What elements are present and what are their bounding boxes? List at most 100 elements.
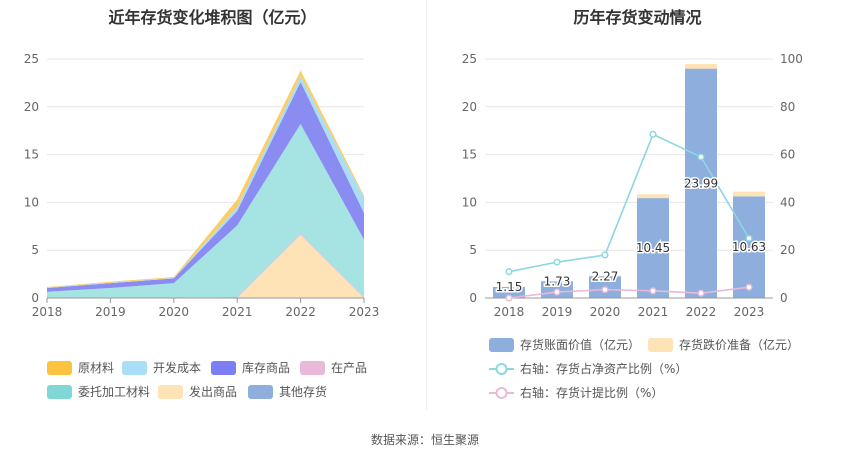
line-provision-ratio — [508, 286, 750, 299]
x-tick-label: 2023 — [349, 305, 380, 319]
line-point — [697, 153, 705, 161]
legend-label: 原材料 — [78, 361, 115, 375]
bar-impairment — [685, 63, 717, 69]
legend-symbol — [489, 362, 514, 375]
data-source: 数据来源：恒生聚源 — [370, 433, 479, 447]
legend-item[interactable]: 右轴：存货占净资产比例（%） — [489, 360, 687, 377]
y-tick-label: 5 — [31, 243, 39, 257]
bar-book-value — [493, 287, 525, 298]
x-tick-label: 2019 — [542, 305, 573, 319]
x-tick-label: 2023 — [734, 305, 765, 319]
line-point — [601, 286, 609, 294]
x-tick-label: 2020 — [159, 305, 190, 319]
area-库存商品 — [47, 81, 364, 292]
y2-tick-label: 20 — [780, 243, 795, 257]
y2-tick-label: 0 — [780, 291, 788, 305]
x-tick-label: 2018 — [494, 305, 525, 319]
y-tick-label: 0 — [469, 291, 477, 305]
legend-label: 库存商品 — [242, 361, 291, 375]
y-tick-label: 20 — [462, 100, 477, 114]
legend-label: 存货账面价值（亿元） — [520, 338, 641, 352]
y2-tick-label: 40 — [780, 195, 795, 209]
left-legend: 原材料 开发成本 库存商品 在产品委托加工材料 发出商品 其他存货 — [0, 0, 426, 410]
y2-tick-label: 60 — [780, 148, 795, 162]
line-point — [505, 294, 513, 302]
legend-swatch — [248, 384, 273, 399]
legend-label: 右轴：存货占净资产比例（%） — [520, 362, 688, 376]
line-point — [553, 258, 561, 266]
legend-label: 存货跌价准备（亿元） — [679, 338, 800, 352]
line-point — [649, 130, 657, 138]
line-point — [601, 251, 609, 259]
y-tick-label: 10 — [462, 195, 477, 209]
legend-item[interactable]: 库存商品 — [211, 359, 290, 376]
legend-item[interactable]: 发出商品 — [158, 383, 237, 400]
line-point — [697, 289, 705, 297]
x-tick-label: 2020 — [590, 305, 621, 319]
legend-item[interactable]: 在产品 — [300, 359, 367, 376]
area-在产品 — [47, 233, 364, 298]
legend-label: 发出商品 — [189, 385, 238, 399]
bar-impairment — [637, 194, 669, 199]
area-委托加工材料 — [47, 124, 364, 298]
bar-data-label: 1.73 — [544, 274, 571, 288]
line-ratio-net-assets — [508, 133, 750, 273]
panel-divider — [426, 0, 427, 410]
bar-data-label: 23.99 — [684, 176, 718, 190]
legend-label: 其他存货 — [279, 385, 328, 399]
y-tick-label: 20 — [24, 100, 39, 114]
bar-impairment — [733, 191, 765, 197]
legend-label: 开发成本 — [153, 361, 202, 375]
y-tick-label: 25 — [24, 52, 39, 66]
legend-swatch — [158, 384, 183, 399]
stacked-area-chart: 0 5 10 15 20 25 2018 2019 2020 2021 2022 2023 — [24, 52, 380, 319]
line-point — [505, 268, 513, 276]
legend-symbol — [489, 337, 514, 352]
y-tick-label: 10 — [24, 195, 39, 209]
y-tick-label: 15 — [462, 148, 477, 162]
legend-label: 在产品 — [331, 361, 368, 375]
legend-item[interactable]: 委托加工材料 — [47, 383, 150, 400]
line-point — [649, 287, 657, 295]
line-point — [553, 288, 561, 296]
legend-item[interactable]: 存货跌价准备（亿元） — [648, 336, 799, 353]
right-legend: 存货账面价值（亿元） 存货跌价准备（亿元） 右轴：存货占净资产比例（%） 右轴：存货计… — [426, 0, 850, 410]
left-chart-title: 近年存货变化堆积图（亿元） — [108, 8, 317, 27]
legend-swatch — [47, 384, 72, 399]
y2-tick-label: 80 — [780, 100, 795, 114]
legend-swatch — [211, 360, 236, 375]
x-tick-label: 2022 — [285, 305, 316, 319]
legend-item[interactable]: 原材料 — [47, 359, 114, 376]
y-tick-label: 15 — [24, 148, 39, 162]
legend-label: 委托加工材料 — [78, 385, 151, 399]
x-tick-label: 2021 — [638, 305, 669, 319]
x-tick-label: 2018 — [32, 305, 63, 319]
legend-symbol — [489, 386, 514, 399]
legend-swatch — [300, 360, 325, 375]
bar-data-label: 1.15 — [496, 280, 523, 294]
legend-item[interactable]: 其他存货 — [248, 383, 327, 400]
y-tick-label: 0 — [31, 291, 39, 305]
x-tick-label: 2022 — [686, 305, 717, 319]
bar-line-chart: 0 0 5 20 10 40 15 60 20 80 25 100 2018 2019 2020 2021 20… — [462, 52, 803, 319]
legend-item[interactable]: 开发成本 — [122, 359, 201, 376]
bar-data-label: 10.45 — [636, 241, 670, 255]
y-tick-label: 5 — [469, 243, 477, 257]
y2-tick-label: 100 — [780, 52, 803, 66]
legend-label: 右轴：存货计提比例（%） — [520, 386, 664, 400]
x-tick-label: 2021 — [222, 305, 253, 319]
line-point — [745, 234, 753, 242]
legend-swatch — [122, 360, 147, 375]
right-chart-title: 历年存货变动情况 — [573, 8, 702, 27]
bar-book-value — [637, 198, 669, 298]
bar-book-value — [733, 196, 765, 298]
bar-impairment — [589, 275, 621, 277]
line-point — [745, 283, 753, 291]
bar-book-value — [685, 68, 717, 298]
legend-swatch — [47, 360, 72, 375]
bar-data-label: 10.63 — [732, 240, 766, 254]
x-tick-label: 2019 — [95, 305, 126, 319]
legend-item[interactable]: 右轴：存货计提比例（%） — [489, 384, 663, 401]
legend-item[interactable]: 存货账面价值（亿元） — [489, 336, 640, 353]
bar-data-label: 2.27 — [592, 269, 619, 283]
